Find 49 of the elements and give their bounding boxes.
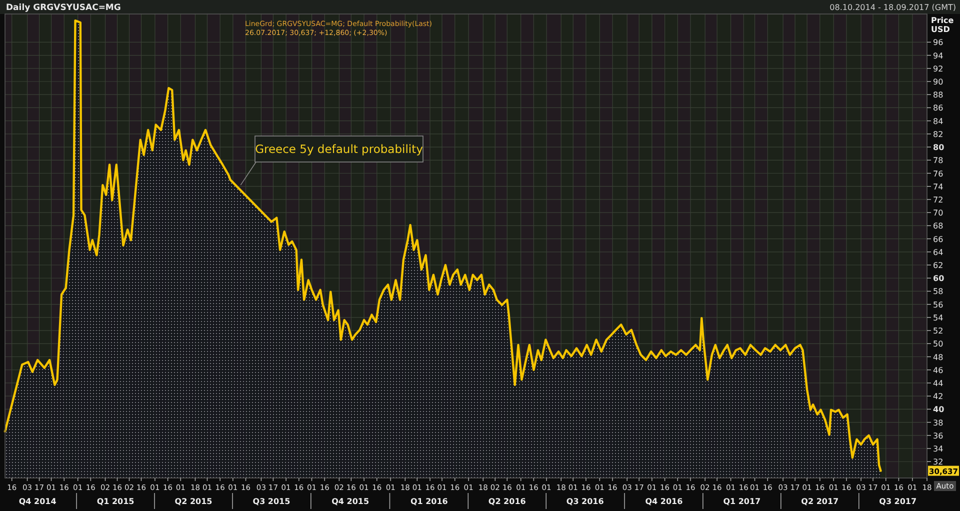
y-tick-label: 36 xyxy=(933,431,944,440)
x2-tick-label: Q1 2017 xyxy=(723,497,761,506)
x2-tick-label: Q1 2015 xyxy=(96,497,135,506)
y-tick-label: 74 xyxy=(933,182,944,192)
chart-title: Daily GRGVSYUSAC=MG xyxy=(6,3,121,13)
y-tick-label: 50 xyxy=(933,340,944,349)
y-tick-label: 64 xyxy=(933,248,944,257)
x2-tick-label: Q4 2014 xyxy=(18,497,57,506)
y-tick-label: 80 xyxy=(933,143,945,152)
y-tick-label: 48 xyxy=(933,352,944,362)
x2-tick-label: Q2 2017 xyxy=(801,497,839,506)
y-tick-label: 96 xyxy=(933,38,944,48)
y-tick-label: 68 xyxy=(933,222,944,231)
y-tick-label: 86 xyxy=(933,104,944,113)
x2-tick-label: Q3 2017 xyxy=(879,497,917,506)
annotation: Greece 5y default probability xyxy=(255,142,424,156)
y-tick-label: 38 xyxy=(933,418,944,428)
y-tick-label: 60 xyxy=(933,274,945,284)
y-tick-label: 42 xyxy=(933,392,944,402)
y-tick-label: 72 xyxy=(933,195,944,204)
x2-tick-label: Q3 2015 xyxy=(252,497,291,506)
y-tick-label: 58 xyxy=(933,287,944,296)
y-tick-label: 76 xyxy=(933,169,944,178)
y-tick-label: 56 xyxy=(933,300,944,310)
y-tick-label: 84 xyxy=(933,116,944,126)
y-tick-label: 44 xyxy=(933,378,944,388)
y-tick-label: 52 xyxy=(933,326,944,336)
y-tick-label: 88 xyxy=(933,90,944,100)
y-tick-label: 62 xyxy=(933,261,944,270)
y-tick-label: 92 xyxy=(933,64,944,74)
y-tick-label: 70 xyxy=(933,208,944,218)
y-tick-label: 32 xyxy=(933,458,944,467)
x2-tick-label: Q2 2015 xyxy=(174,497,213,506)
y-tick-label: 66 xyxy=(933,234,944,244)
chart-subtitle: 08.10.2014 - 18.09.2017 (GMT) xyxy=(830,3,956,12)
y-tick-label: 34 xyxy=(933,444,944,454)
x2-tick-label: Q2 2016 xyxy=(488,497,526,506)
x2-tick-label: Q4 2015 xyxy=(332,497,370,506)
x2-tick-label: Q3 2016 xyxy=(566,497,604,506)
y-tick-label: 90 xyxy=(933,78,944,87)
y-tick-label: 82 xyxy=(933,130,944,139)
y-tick-label: 46 xyxy=(933,366,944,375)
y-tick-label: 54 xyxy=(933,313,944,322)
y-tick-label: 78 xyxy=(933,156,944,166)
x2-tick-label: Q4 2016 xyxy=(645,497,684,506)
x2-tick-label: Q1 2016 xyxy=(410,497,448,506)
y-tick-label: 94 xyxy=(933,51,944,60)
y-tick-label: 40 xyxy=(933,405,945,414)
y-axis-title: Price USD xyxy=(931,16,954,34)
